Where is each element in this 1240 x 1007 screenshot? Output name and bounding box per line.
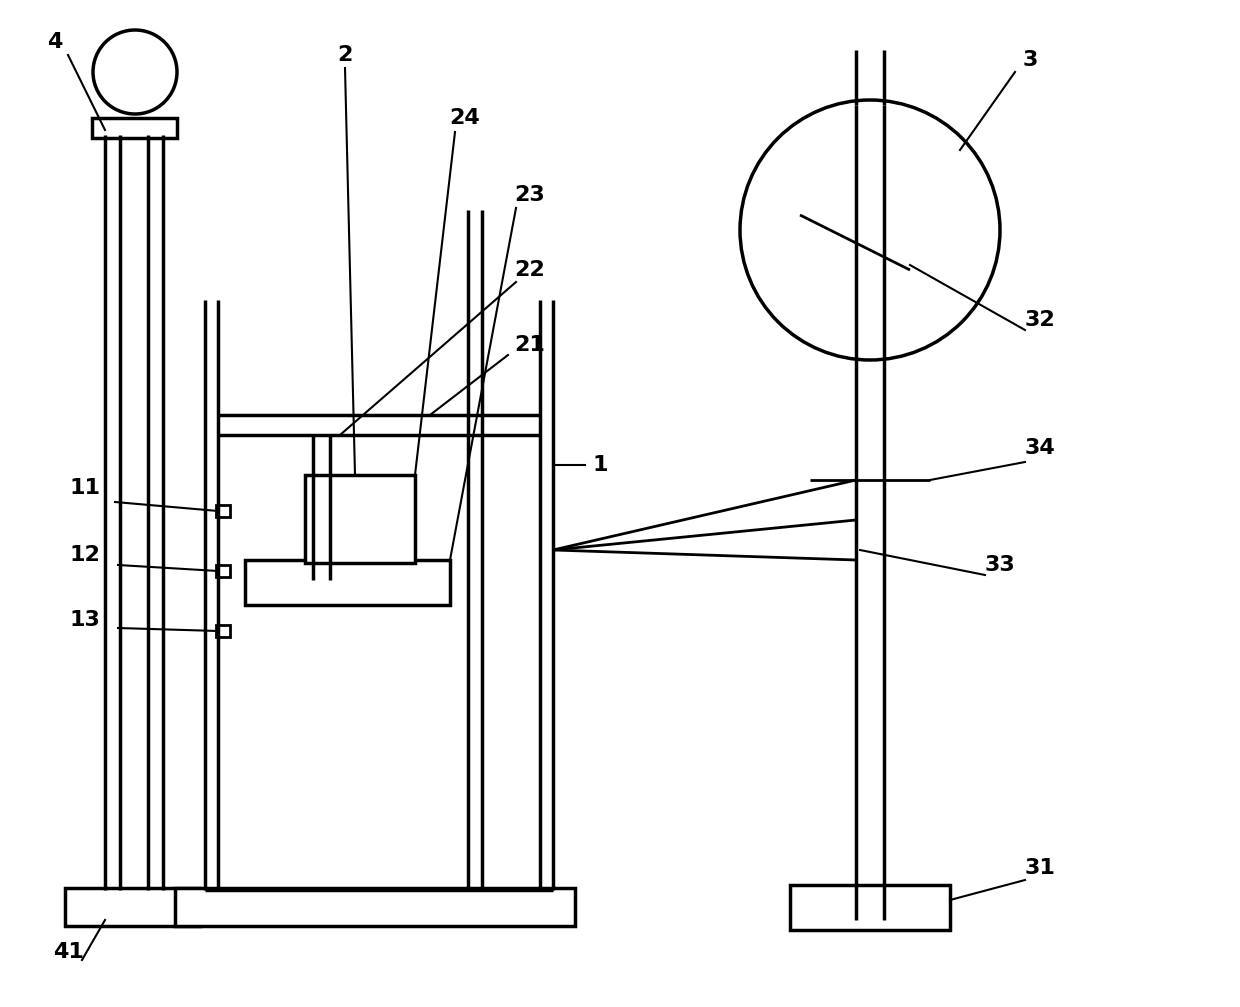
Text: 11: 11 [69, 478, 100, 498]
Text: 13: 13 [69, 610, 100, 630]
Circle shape [93, 30, 177, 114]
Text: 22: 22 [515, 260, 546, 280]
Text: 33: 33 [985, 555, 1016, 575]
Text: 21: 21 [515, 335, 546, 355]
Text: 2: 2 [337, 45, 352, 65]
Text: 31: 31 [1024, 858, 1055, 878]
Bar [246, 560, 450, 605]
Bar [216, 505, 229, 517]
Text: 12: 12 [69, 545, 100, 565]
Bar [216, 625, 229, 637]
Text: 41: 41 [52, 942, 83, 962]
Text: 1: 1 [593, 455, 608, 475]
Text: 4: 4 [47, 32, 63, 52]
Text: 3: 3 [1022, 50, 1038, 70]
Bar [305, 475, 415, 563]
Bar [64, 888, 200, 926]
Bar [790, 885, 950, 930]
Text: 24: 24 [450, 108, 480, 128]
Bar [216, 565, 229, 577]
Bar [175, 888, 575, 926]
Text: 34: 34 [1024, 438, 1055, 458]
Text: 23: 23 [515, 185, 546, 205]
Text: 32: 32 [1024, 310, 1055, 330]
Circle shape [740, 100, 999, 359]
Bar [92, 118, 177, 138]
